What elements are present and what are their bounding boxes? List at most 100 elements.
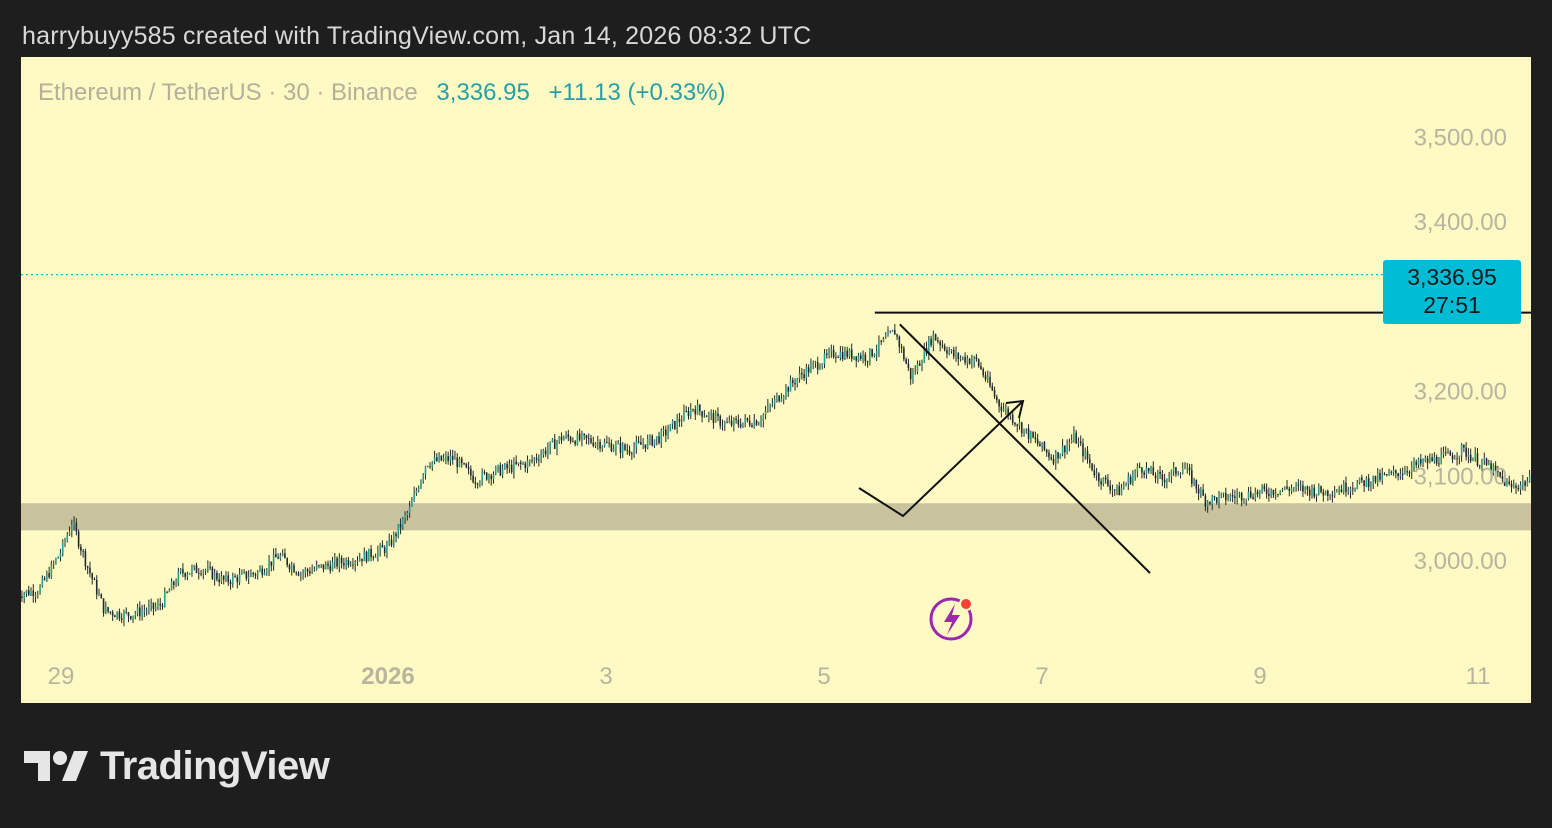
candle-body [962, 356, 964, 358]
candle-body [587, 438, 590, 440]
candle-body [744, 418, 746, 423]
candle-body [1510, 483, 1513, 488]
candle-body [433, 457, 436, 462]
chart-panel[interactable]: 3,000.003,100.003,200.003,300.003,400.00… [21, 57, 1531, 703]
candle-body [592, 442, 595, 446]
candle-body [1170, 470, 1173, 477]
candle-body [728, 420, 731, 423]
candle-body [848, 349, 851, 357]
candle-body [558, 436, 561, 442]
candle-body [1472, 458, 1474, 461]
candle-body [218, 579, 220, 583]
candle-body [569, 437, 572, 442]
candle-body [1184, 468, 1186, 470]
candle-body [565, 434, 567, 438]
price-chart[interactable]: 3,000.003,100.003,200.003,300.003,400.00… [21, 57, 1531, 703]
candle-body [782, 396, 785, 400]
candle-body [1050, 457, 1053, 460]
candle-body [324, 563, 327, 570]
candle-body [116, 611, 118, 618]
candle-body [1136, 466, 1139, 472]
candle-body [1116, 485, 1118, 490]
candle-body [508, 464, 511, 469]
candle-body [1361, 477, 1363, 481]
candle-body [1222, 492, 1225, 494]
candle-body [458, 458, 461, 467]
candle-body [204, 570, 207, 572]
candle-body [810, 364, 812, 373]
candle-body [866, 361, 869, 362]
candle-body [449, 455, 452, 461]
candle-body [891, 330, 894, 332]
candle-body [417, 488, 420, 491]
candle-body [213, 572, 216, 580]
candle-body [1426, 458, 1429, 463]
candle-body [878, 340, 880, 351]
candle-body [1306, 486, 1309, 490]
candle-body [1351, 488, 1354, 490]
badge-price: 3,336.95 [1407, 264, 1497, 290]
candle-body [1458, 455, 1461, 459]
candle-body [1444, 451, 1447, 453]
candle-body [1442, 451, 1445, 455]
candle-body [1515, 485, 1517, 488]
candle-body [794, 383, 796, 385]
candle-body [952, 349, 955, 357]
candle-body [48, 572, 50, 578]
candle-body [773, 399, 776, 405]
candle-body [712, 413, 715, 423]
candle-body [1431, 457, 1433, 462]
candle-body [463, 463, 465, 464]
candle-body [1048, 452, 1050, 458]
candle-body [1166, 479, 1168, 483]
candle-body [964, 356, 966, 363]
candle-body [243, 571, 245, 573]
candle-body [1492, 465, 1495, 474]
candle-body [1508, 481, 1511, 484]
candle-body [202, 570, 205, 575]
candle-body [880, 340, 883, 342]
candle-body [318, 565, 320, 567]
candle-body [52, 563, 55, 564]
candle-body [247, 576, 250, 579]
candle-body [331, 562, 334, 571]
candle-body [635, 441, 638, 448]
candle-body [1039, 443, 1041, 447]
candle-body [1483, 458, 1486, 462]
candle-body [1132, 475, 1134, 484]
candle-body [928, 338, 930, 354]
candle-body [1134, 471, 1136, 476]
candle-body [671, 421, 674, 425]
candle-body [882, 338, 885, 342]
candle-body [157, 603, 159, 607]
candle-body [1447, 451, 1449, 453]
candle-body [1406, 471, 1408, 473]
candle-body [522, 463, 524, 465]
candle-body [617, 442, 620, 445]
candle-body [429, 466, 431, 467]
candle-body [907, 363, 910, 368]
candle-body [179, 569, 182, 572]
candle-body [365, 551, 368, 562]
candle-body [1086, 451, 1089, 460]
candle-body [111, 612, 114, 616]
candle-body [1211, 496, 1214, 505]
candle-body [334, 558, 336, 563]
candle-body [923, 348, 926, 363]
candle-body [937, 340, 939, 342]
candle-body [989, 376, 991, 386]
candle-body [547, 448, 549, 455]
candle-body [1358, 477, 1361, 483]
candle-body [370, 548, 372, 558]
candle-body [483, 472, 486, 473]
candle-body [1372, 475, 1374, 484]
candle-body [544, 450, 547, 455]
lightning-alert-icon[interactable] [929, 597, 973, 641]
candle-body [1524, 481, 1526, 486]
candle-body [751, 425, 753, 427]
candle-body [1163, 479, 1166, 483]
candle-body [1102, 477, 1105, 485]
candle-body [1084, 451, 1087, 457]
candle-body [1030, 431, 1032, 440]
candle-body [846, 350, 848, 357]
